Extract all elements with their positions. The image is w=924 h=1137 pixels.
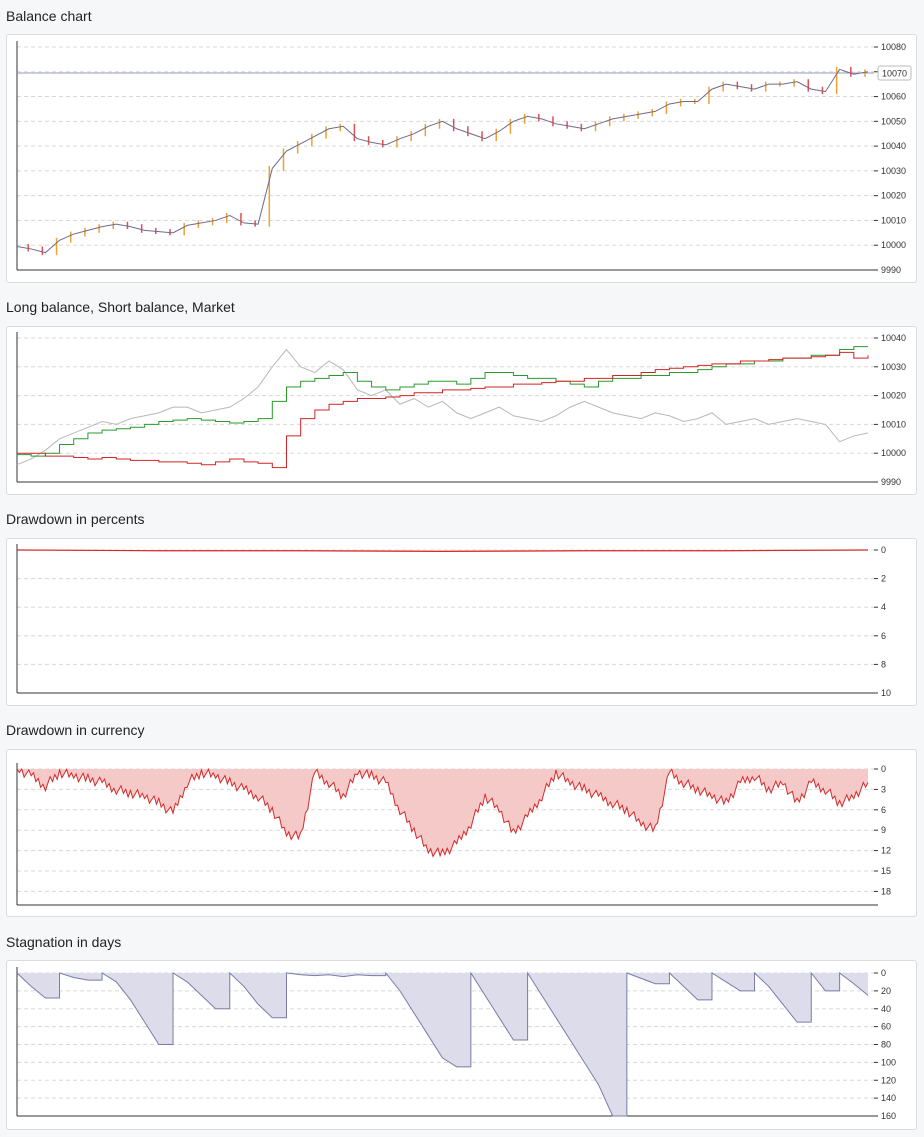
drawdown-currency-area [17, 769, 868, 857]
balance-current-value-badge: 10070 [877, 65, 912, 81]
stag-tick-label: 160 [881, 1111, 896, 1121]
ls-tick-label: 10030 [881, 362, 906, 372]
ddp-tick-label: 4 [881, 602, 886, 612]
stag-tick-label: 0 [881, 968, 886, 978]
stag-tick-label: 40 [881, 1004, 891, 1014]
balance-current-value-label: 10070 [882, 69, 907, 79]
drawdown-currency-title: Drawdown in currency [6, 722, 145, 738]
ddp-tick-label: 2 [881, 574, 886, 584]
long-short-market-title: Long balance, Short balance, Market [6, 299, 235, 315]
ls-tick-label: 10040 [881, 333, 906, 343]
stag-tick-label: 60 [881, 1022, 891, 1032]
ddp-tick-label: 0 [881, 545, 886, 555]
balance-tick-label: 10020 [881, 191, 906, 201]
drawdown-currency-chart: 0 3 6 9 12 15 18 [16, 763, 891, 906]
ddc-tick-label: 18 [881, 886, 891, 896]
balance-chart: 9990 10000 10010 10020 10030 10040 10050 10060 1… [16, 41, 912, 275]
ddp-tick-label: 6 [881, 631, 886, 641]
drawdown-percent-title: Drawdown in percents [6, 511, 145, 527]
ddp-tick-label: 10 [881, 688, 891, 698]
balance-chart-title: Balance chart [6, 8, 92, 24]
stag-tick-label: 120 [881, 1075, 896, 1085]
balance-tick-label: 10080 [881, 42, 906, 52]
ddc-tick-label: 3 [881, 784, 886, 794]
balance-tick-label: 10030 [881, 166, 906, 176]
stagnation-panel: 0 20 40 60 80 100 120 140 160 [6, 960, 917, 1130]
stag-tick-label: 140 [881, 1093, 896, 1103]
long-short-market-chart: 9990 10000 10010 10020 10030 10040 [16, 332, 906, 487]
balance-tick-label: 10040 [881, 141, 906, 151]
balance-tick-label: 10000 [881, 240, 906, 250]
stagnation-title: Stagnation in days [6, 934, 122, 950]
long-balance-line [17, 346, 868, 457]
stagnation-line [16, 971, 869, 1117]
long-short-market-panel: 9990 10000 10010 10020 10030 10040 [6, 326, 917, 495]
balance-series-line [16, 68, 869, 254]
stag-tick-label: 20 [881, 986, 891, 996]
ddc-tick-label: 12 [881, 846, 891, 856]
ddc-tick-label: 15 [881, 866, 891, 876]
drawdown-percent-panel: 0 2 4 6 8 10 [6, 538, 917, 706]
ddc-tick-label: 0 [881, 764, 886, 774]
stagnation-chart: 0 20 40 60 80 100 120 140 160 [16, 967, 896, 1121]
drawdown-percent-chart: 0 2 4 6 8 10 [16, 544, 891, 698]
balance-chart-panel: 9990 10000 10010 10020 10030 10040 10050 10060 1… [6, 34, 917, 283]
ls-tick-label: 10000 [881, 448, 906, 458]
ddc-tick-label: 6 [881, 805, 886, 815]
balance-tick-label: 10060 [881, 92, 906, 102]
stag-tick-label: 100 [881, 1057, 896, 1067]
balance-tick-label: 10050 [881, 116, 906, 126]
drawdown-currency-line [16, 767, 869, 858]
ddc-tick-label: 9 [881, 825, 886, 835]
short-balance-line [17, 351, 869, 469]
stag-tick-label: 80 [881, 1040, 891, 1050]
drawdown-currency-panel: 0 3 6 9 12 15 18 [6, 749, 917, 917]
drawdown-percent-line [16, 549, 869, 553]
ddp-tick-label: 8 [881, 659, 886, 669]
balance-tick-label: 10010 [881, 215, 906, 225]
ls-tick-label: 10020 [881, 391, 906, 401]
ls-tick-label: 10010 [881, 419, 906, 429]
market-line [16, 348, 869, 466]
ls-tick-label: 9990 [881, 477, 901, 487]
balance-tick-label: 9990 [881, 265, 901, 275]
